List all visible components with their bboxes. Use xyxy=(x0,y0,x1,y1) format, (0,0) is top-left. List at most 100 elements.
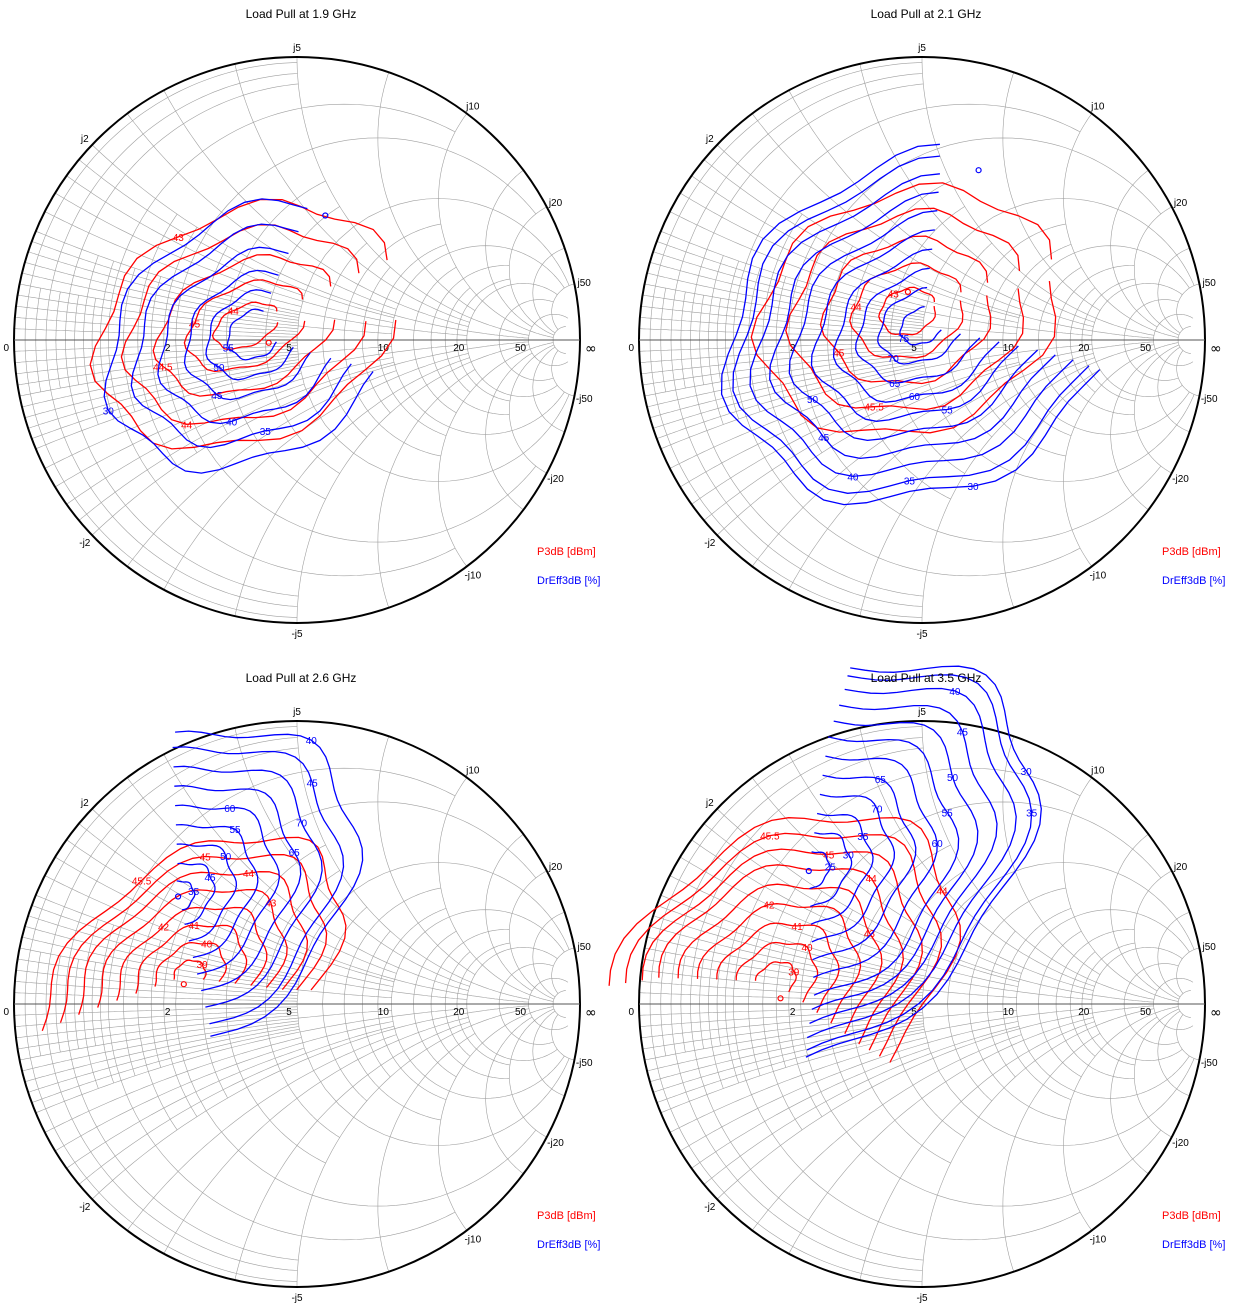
imag-axis-label: j10 xyxy=(465,766,480,777)
p3db-contour-label: 41 xyxy=(189,921,201,932)
legend-p3db: P3dB [dBm] xyxy=(1162,1210,1221,1222)
p3db-contour xyxy=(89,198,397,450)
legend-p3db: P3dB [dBm] xyxy=(537,1210,596,1222)
p3db-contour xyxy=(97,888,288,1008)
resistance-circle xyxy=(1091,283,1183,397)
real-axis-label: 20 xyxy=(453,343,465,354)
resistance-circle xyxy=(74,295,79,385)
reactance-arc xyxy=(703,362,1020,521)
reactance-arc xyxy=(17,351,298,386)
resistance-circle xyxy=(55,955,61,1053)
dreff-contour-label: 65 xyxy=(889,379,901,390)
reactance-arc xyxy=(646,356,924,408)
p3db-optimum-marker xyxy=(777,995,784,1002)
dreff-contour-label: 55 xyxy=(942,808,954,819)
reactance-arc xyxy=(639,1009,923,1027)
reactance-arc xyxy=(660,894,1093,1000)
dreff-contour xyxy=(173,765,323,1008)
resistance-circle xyxy=(716,298,721,382)
p3db-contour-label: 39 xyxy=(197,960,209,971)
reactance-arc xyxy=(532,1010,565,1097)
reactance-arc xyxy=(532,247,565,334)
dreff-contour-label: 35 xyxy=(1026,808,1038,819)
legend-dreff: DrEff3dB [%] xyxy=(537,575,601,587)
imag-axis-label: j20 xyxy=(1173,862,1188,873)
reactance-arc xyxy=(78,362,395,521)
resistance-circle xyxy=(55,291,61,389)
p3db-contour xyxy=(735,941,819,1003)
reactance-arc xyxy=(1176,947,1200,994)
reactance-arc xyxy=(639,1006,923,1016)
dreff-contour xyxy=(806,687,1017,1039)
real-axis-label: 50 xyxy=(515,343,527,354)
reactance-arc xyxy=(54,192,394,323)
smith-chart: 0 2 5 10 20 50 ∞j2-j2j5-j5j10-j10j20-j20j50-j5… xyxy=(628,43,1221,640)
reactance-arc xyxy=(1134,344,1180,474)
dreff-contours: 75 70 65 60 55 50 45 40 35 30 xyxy=(720,143,1101,506)
dreff-contour xyxy=(877,286,961,365)
reactance-arc xyxy=(14,992,298,1002)
imag-axis-label: j10 xyxy=(1090,102,1105,113)
p3db-contour-label: 40 xyxy=(201,940,213,951)
legend-dreff: DrEff3dB [%] xyxy=(1162,575,1226,587)
reactance-arc xyxy=(163,90,469,327)
reactance-arc xyxy=(1063,113,1179,338)
p3db-contour xyxy=(754,961,797,993)
reactance-arc xyxy=(66,383,305,505)
imag-axis-label: j20 xyxy=(548,198,563,209)
real-axis-label: 2 xyxy=(165,343,171,354)
reactance-arc xyxy=(509,344,555,474)
reactance-arc xyxy=(24,926,299,985)
p3db-contour-label: 45.5 xyxy=(760,832,780,843)
dreff-contour-label: 50 xyxy=(213,363,225,374)
dreff-contour-label: 35 xyxy=(857,832,869,843)
resistance-circle xyxy=(699,959,704,1049)
p3db-contour xyxy=(41,836,347,1032)
dreff-contour-label: 50 xyxy=(807,395,819,406)
dreff-contour-label: 40 xyxy=(847,472,859,483)
reactance-arc xyxy=(31,241,300,315)
imag-axis-label: -j10 xyxy=(464,1234,481,1245)
dreff-contour-label: 60 xyxy=(909,392,921,403)
reactance-arc xyxy=(377,1033,476,1272)
reactance-arc xyxy=(24,1023,299,1082)
dreff-contour xyxy=(769,191,1056,460)
reactance-arc xyxy=(44,1037,302,1133)
reactance-arc xyxy=(296,344,530,623)
reactance-arc xyxy=(377,736,476,975)
imag-axis-label: -j10 xyxy=(464,570,481,581)
reactance-arc xyxy=(653,251,924,318)
reactance-arc xyxy=(1134,870,1180,1000)
chart-panel-2-1ghz: 0 2 5 10 20 50 ∞ j2 -j2 j5 -j5 j10 -j10 j20 -j20 j50 -j5… xyxy=(625,0,1245,650)
resistance-circle xyxy=(1091,947,1183,1061)
reactance-arc xyxy=(788,754,1094,991)
reactance-arc xyxy=(691,175,930,297)
reactance-arc xyxy=(16,969,298,996)
dreff-optimum-marker xyxy=(975,167,982,174)
reactance-arc xyxy=(35,344,468,450)
p3db-contour xyxy=(183,279,306,373)
reactance-arc xyxy=(639,342,923,352)
reactance-arc xyxy=(126,370,397,567)
reactance-arc xyxy=(788,353,1094,590)
resistance-circle xyxy=(660,952,667,1056)
dreff-contour-label: 40 xyxy=(949,687,961,698)
legend-p3db: P3dB [dBm] xyxy=(537,546,596,558)
reactance-arc xyxy=(788,1017,1094,1254)
imag-axis-label: j50 xyxy=(577,942,592,953)
dreff-contour-label: 55 xyxy=(942,406,954,417)
dreff-contour-label: 60 xyxy=(932,839,944,850)
reactance-arc xyxy=(660,344,1093,450)
real-axis-label: 20 xyxy=(453,1007,465,1018)
p3db-contour xyxy=(173,959,207,980)
reactance-arc xyxy=(921,344,1155,623)
reactance-arc xyxy=(641,969,923,996)
dreff-contour xyxy=(130,223,352,449)
reactance-arc xyxy=(28,915,299,982)
reactance-arc xyxy=(656,365,925,439)
reactance-arc xyxy=(78,1026,395,1185)
reactance-arc xyxy=(1110,352,1158,511)
p3db-contour-label: 44.5 xyxy=(153,362,173,373)
dreff-contour xyxy=(809,851,831,890)
imag-axis-label: -j20 xyxy=(547,474,564,485)
